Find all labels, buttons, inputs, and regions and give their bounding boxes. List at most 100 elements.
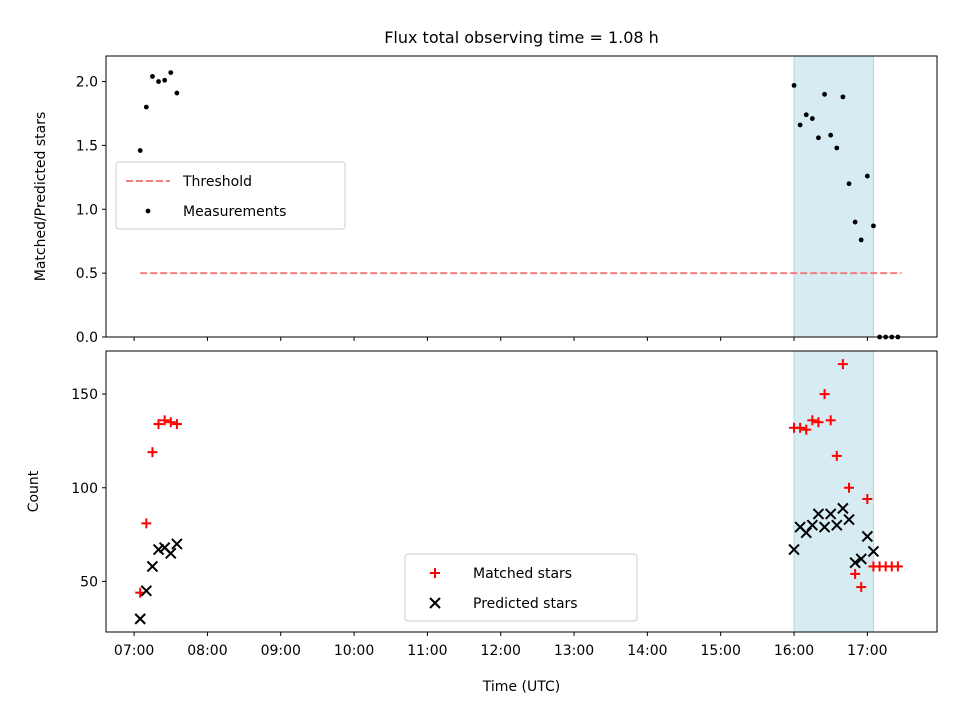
predicted-star-point [818, 521, 831, 533]
matched-star-point [825, 415, 836, 426]
panel-bottom: 50 100 150 07:00 08:00 09:00 10:00 11:00 12:00 1… [26, 350, 938, 695]
matched-star-point [795, 422, 806, 433]
measurement-point [840, 94, 846, 100]
highlight-region [793, 55, 874, 338]
x-tick-label: 11:00 [407, 643, 447, 659]
measurement-point [156, 79, 161, 84]
measurement-point [822, 91, 827, 97]
measurement-point [828, 132, 834, 138]
measurement-point [871, 223, 876, 229]
matched-stars-points [135, 359, 903, 598]
measurement-point [168, 70, 174, 76]
matched-star-point [813, 417, 824, 428]
predicted-star-point [140, 585, 153, 597]
x-tick-label: 14:00 [627, 643, 667, 659]
measurement-point [846, 181, 852, 187]
panel-top: Flux total observing time = 1.08 h 0.00.… [33, 28, 938, 346]
top-y-axis-label: Matched/Predicted stars [33, 112, 49, 282]
measurement-point [809, 116, 815, 121]
predicted-star-point [134, 613, 146, 625]
x-tick-label: 16:00 [774, 643, 814, 659]
predicted-star-point [788, 543, 800, 556]
bottom-legend: Matched stars Predicted stars [404, 553, 638, 622]
matched-star-point [850, 568, 861, 579]
legend-box [115, 161, 346, 230]
predicted-star-point [171, 538, 183, 550]
matched-star-point [831, 450, 842, 461]
y-tick-label: 150 [71, 387, 98, 403]
measurement-point [864, 173, 870, 179]
measurement-point [150, 74, 155, 79]
x-tick-label: 10:00 [334, 643, 374, 659]
legend-threshold-label: Threshold [182, 174, 252, 190]
x-tick-label: 08:00 [187, 643, 227, 659]
matched-star-point [165, 417, 176, 428]
measurement-point [137, 148, 143, 153]
bottom-axes-frame [105, 350, 938, 633]
predicted-star-point [837, 502, 849, 515]
legend-box [404, 553, 638, 622]
predicted-star-point [824, 508, 837, 520]
x-tick-label: 15:00 [701, 643, 741, 659]
matched-star-point [807, 415, 818, 426]
matched-star-point [159, 415, 170, 426]
top-axes-frame [105, 55, 938, 338]
matched-star-point [153, 419, 164, 430]
legend-matched-label: Matched stars [473, 566, 572, 582]
bottom-y-axis-label: Count [26, 470, 42, 512]
highlight-band [793, 350, 874, 633]
matched-star-point [171, 419, 182, 430]
x-tick-label: 12:00 [481, 643, 521, 659]
matched-star-point [801, 424, 812, 435]
legend-measurement-swatch [145, 208, 151, 214]
measurement-point [834, 145, 840, 151]
legend-measurement-label: Measurements [183, 204, 286, 220]
legend-predicted-label: Predicted stars [473, 596, 578, 612]
y-tick-label: 50 [80, 574, 98, 590]
y-tick-label: 0.5 [76, 266, 98, 282]
predicted-star-point [861, 530, 874, 543]
legend-predicted-swatch [429, 597, 441, 609]
predicted-star-point [849, 556, 861, 569]
matched-star-point [892, 561, 903, 572]
matched-star-point [147, 447, 158, 458]
measurement-point [803, 112, 809, 118]
legend-matched-swatch [430, 568, 440, 578]
matched-star-point [819, 389, 830, 400]
measurement-point [174, 90, 180, 96]
top-y-ticks: 0.0 0.5 1.0 1.5 2.0 [76, 75, 106, 346]
measurement-point [852, 219, 858, 225]
y-tick-label: 100 [71, 481, 98, 497]
predicted-stars-points [134, 502, 880, 625]
predicted-star-point [843, 513, 855, 526]
matched-star-point [141, 518, 152, 529]
matched-star-point [862, 493, 873, 504]
measurement-point [791, 82, 797, 88]
chart-title: Flux total observing time = 1.08 h [384, 28, 659, 47]
measurement-point [816, 135, 821, 141]
predicted-star-point [812, 508, 825, 520]
x-axis-label: Time (UTC) [482, 679, 560, 695]
bottom-y-ticks: 50 100 150 [71, 387, 106, 590]
x-tick-label: 07:00 [114, 643, 154, 659]
x-tick-label: 17:00 [847, 643, 887, 659]
y-tick-label: 1.5 [76, 138, 98, 154]
bottom-x-ticks: 07:00 08:00 09:00 10:00 11:00 12:00 13:00 14:00… [114, 632, 888, 659]
measurement-point [797, 122, 803, 128]
predicted-star-point [165, 547, 177, 560]
x-tick-label: 13:00 [554, 643, 594, 659]
measurement-point [162, 77, 168, 83]
highlight-band [793, 55, 874, 338]
x-tick-label: 09:00 [261, 643, 301, 659]
y-tick-label: 2.0 [76, 75, 98, 91]
measurement-point [858, 237, 864, 243]
top-x-ticks [133, 337, 868, 341]
matched-star-point [844, 482, 855, 493]
measurement-point [143, 104, 149, 110]
predicted-star-point [806, 519, 819, 531]
matched-star-point [856, 582, 867, 593]
y-tick-label: 1.0 [76, 202, 98, 218]
predicted-star-point [855, 553, 867, 565]
y-tick-label: 0.0 [76, 330, 98, 346]
